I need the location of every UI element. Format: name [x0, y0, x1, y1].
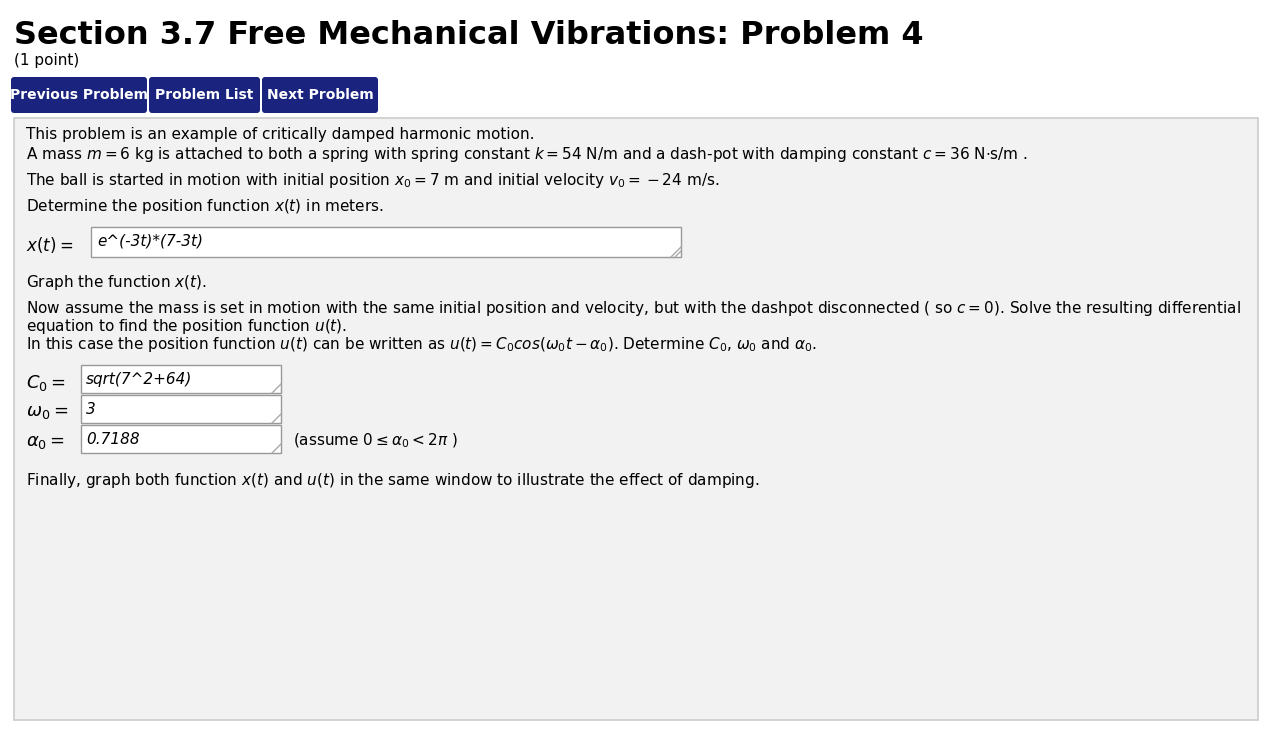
Text: $C_0 =$: $C_0 =$	[25, 373, 66, 393]
Text: 0.7188: 0.7188	[86, 432, 140, 447]
FancyBboxPatch shape	[92, 227, 681, 257]
Text: 3: 3	[86, 402, 95, 417]
FancyBboxPatch shape	[262, 77, 378, 113]
Text: Next Problem: Next Problem	[267, 88, 374, 102]
Text: $\omega_0 =$: $\omega_0 =$	[25, 403, 69, 421]
Text: Finally, graph both function $x(t)$ and $u(t)$ in the same window to illustrate : Finally, graph both function $x(t)$ and …	[25, 471, 759, 490]
FancyBboxPatch shape	[81, 395, 281, 423]
Text: The ball is started in motion with initial position $x_0 = 7$ m and initial velo: The ball is started in motion with initi…	[25, 171, 720, 190]
Text: $x(t) =$: $x(t) =$	[25, 235, 73, 255]
Text: (1 point): (1 point)	[14, 53, 79, 68]
FancyBboxPatch shape	[11, 77, 148, 113]
FancyBboxPatch shape	[81, 365, 281, 393]
Text: Problem List: Problem List	[155, 88, 253, 102]
Text: Graph the function $x(t)$.: Graph the function $x(t)$.	[25, 273, 207, 292]
Text: e^(-3t)*(7-3t): e^(-3t)*(7-3t)	[97, 233, 204, 248]
Text: Now assume the mass is set in motion with the same initial position and velocity: Now assume the mass is set in motion wit…	[25, 299, 1241, 318]
FancyBboxPatch shape	[149, 77, 259, 113]
FancyBboxPatch shape	[14, 118, 1258, 720]
Text: In this case the position function $u(t)$ can be written as $u(t) = C_0\mathit{c: In this case the position function $u(t)…	[25, 335, 817, 354]
Text: sqrt(7^2+64): sqrt(7^2+64)	[86, 372, 192, 387]
Text: (assume $0 \leq \alpha_0 < 2\pi$ ): (assume $0 \leq \alpha_0 < 2\pi$ )	[293, 432, 458, 450]
Text: Section 3.7 Free Mechanical Vibrations: Problem 4: Section 3.7 Free Mechanical Vibrations: …	[14, 20, 923, 51]
Text: Previous Problem: Previous Problem	[10, 88, 148, 102]
FancyBboxPatch shape	[81, 425, 281, 453]
Text: $\alpha_0 =$: $\alpha_0 =$	[25, 433, 65, 451]
Text: A mass $m = 6$ kg is attached to both a spring with spring constant $k = 54$ N/m: A mass $m = 6$ kg is attached to both a …	[25, 145, 1028, 164]
Text: This problem is an example of critically damped harmonic motion.: This problem is an example of critically…	[25, 127, 534, 142]
Text: equation to find the position function $u(t)$.: equation to find the position function $…	[25, 317, 347, 336]
Text: Determine the position function $x(t)$ in meters.: Determine the position function $x(t)$ i…	[25, 197, 384, 216]
